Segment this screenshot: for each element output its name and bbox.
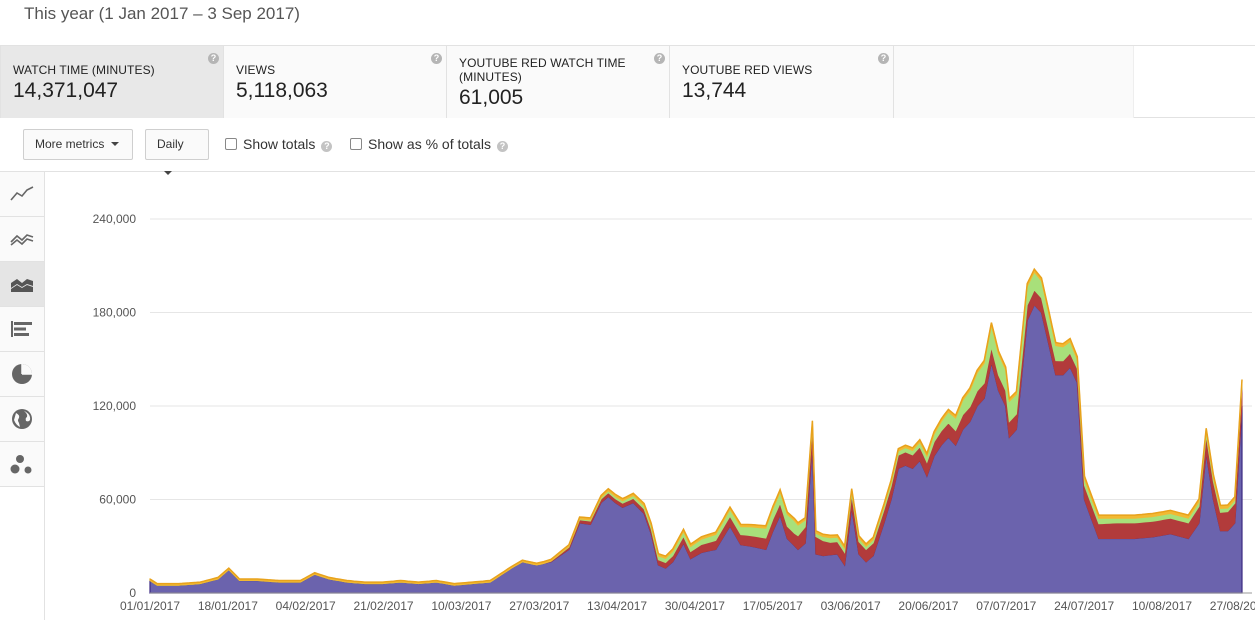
- chart-type-bubble[interactable]: [0, 442, 44, 487]
- y-tick-label: 0: [129, 586, 136, 600]
- metric-label: VIEWS: [236, 63, 276, 77]
- area-top-outline: [149, 267, 1243, 585]
- help-icon[interactable]: ?: [321, 141, 333, 152]
- show-totals-label: Show totals: [243, 136, 316, 152]
- metric-label: YOUTUBE RED WATCH TIME (MINUTES): [459, 56, 626, 84]
- help-icon[interactable]: ?: [654, 53, 665, 64]
- help-icon[interactable]: ?: [431, 53, 442, 64]
- chart-type-multi-line[interactable]: [0, 217, 44, 262]
- chart-toolbar: More metrics Daily Show totals? Show as …: [0, 118, 1255, 175]
- date-range-label: This year (1 Jan 2017 – 3 Sep 2017): [24, 4, 300, 23]
- checkbox-icon[interactable]: [350, 138, 362, 150]
- caret-down-icon: [111, 141, 120, 146]
- chart-canvas: 0 60,000 120,000 180,000 240,000 01/01/2017 18…: [93, 212, 1255, 613]
- x-tick-label: 01/01/2017: [120, 599, 180, 613]
- interval-label: Daily: [157, 137, 184, 151]
- metric-value: 5,118,063: [236, 79, 328, 102]
- y-tick-label: 240,000: [93, 212, 137, 226]
- x-tick-label: 20/06/2017: [898, 599, 958, 613]
- y-tick-label: 60,000: [99, 493, 136, 507]
- x-tick-label: 04/02/2017: [276, 599, 336, 613]
- metric-card-empty: [894, 46, 1134, 118]
- y-tick-label: 120,000: [93, 399, 137, 413]
- stacked-area-chart: 0 60,000 120,000 180,000 240,000 01/01/2017 18…: [46, 172, 1255, 620]
- caret-down-icon: [164, 170, 172, 175]
- bar-chart-icon: [11, 321, 32, 337]
- help-icon[interactable]: ?: [208, 53, 219, 64]
- stacked-area-chart-icon: [11, 279, 33, 292]
- chart-type-sidebar: [0, 172, 45, 620]
- metric-value: 14,371,047: [13, 79, 119, 102]
- y-tick-label: 180,000: [93, 306, 137, 320]
- chart-type-bar[interactable]: [0, 307, 44, 352]
- chart-type-pie[interactable]: [0, 352, 44, 397]
- line-chart-icon: [10, 186, 34, 201]
- help-icon[interactable]: ?: [878, 53, 889, 64]
- help-icon[interactable]: ?: [496, 141, 508, 152]
- x-tick-label: 17/05/2017: [743, 599, 803, 613]
- metric-card-views[interactable]: VIEWS 5,118,063 ?: [224, 46, 447, 118]
- x-tick-label: 10/03/2017: [431, 599, 491, 613]
- show-percent-checkbox[interactable]: Show as % of totals?: [350, 136, 508, 152]
- metric-value: 61,005: [459, 86, 524, 109]
- x-tick-label: 21/02/2017: [354, 599, 414, 613]
- x-tick-label: 24/07/2017: [1054, 599, 1114, 613]
- metric-value: 13,744: [682, 79, 747, 102]
- interval-dropdown[interactable]: Daily: [145, 129, 209, 175]
- pie-chart-icon: [12, 364, 32, 384]
- multi-line-chart-icon: [10, 234, 34, 246]
- metric-label: WATCH TIME (MINUTES): [13, 63, 155, 77]
- chart-type-stacked-area[interactable]: [0, 262, 44, 307]
- more-metrics-dropdown[interactable]: More metrics: [23, 129, 133, 160]
- x-tick-label: 27/08/2017: [1210, 599, 1255, 613]
- metric-cards-bar: WATCH TIME (MINUTES) 14,371,047 ? VIEWS …: [0, 45, 1255, 118]
- metric-card-red-watch-time[interactable]: YOUTUBE RED WATCH TIME (MINUTES) 61,005 …: [447, 46, 670, 118]
- bubble-chart-icon: [10, 455, 32, 474]
- globe-map-icon: [12, 409, 32, 429]
- x-tick-label: 10/08/2017: [1132, 599, 1192, 613]
- show-totals-checkbox[interactable]: Show totals?: [225, 136, 333, 152]
- chart-type-line[interactable]: [0, 172, 44, 217]
- show-percent-label: Show as % of totals: [368, 136, 491, 152]
- x-tick-label: 27/03/2017: [509, 599, 569, 613]
- x-tick-label: 07/07/2017: [976, 599, 1036, 613]
- x-tick-label: 13/04/2017: [587, 599, 647, 613]
- metric-card-red-views[interactable]: YOUTUBE RED VIEWS 13,744 ?: [670, 46, 894, 118]
- chart-type-map[interactable]: [0, 397, 44, 442]
- metric-card-watch-time[interactable]: WATCH TIME (MINUTES) 14,371,047 ?: [0, 46, 224, 118]
- checkbox-icon[interactable]: [225, 138, 237, 150]
- more-metrics-label: More metrics: [35, 137, 105, 151]
- metric-label: YOUTUBE RED VIEWS: [682, 63, 813, 77]
- x-tick-label: 03/06/2017: [821, 599, 881, 613]
- x-tick-label: 18/01/2017: [198, 599, 258, 613]
- x-tick-label: 30/04/2017: [665, 599, 725, 613]
